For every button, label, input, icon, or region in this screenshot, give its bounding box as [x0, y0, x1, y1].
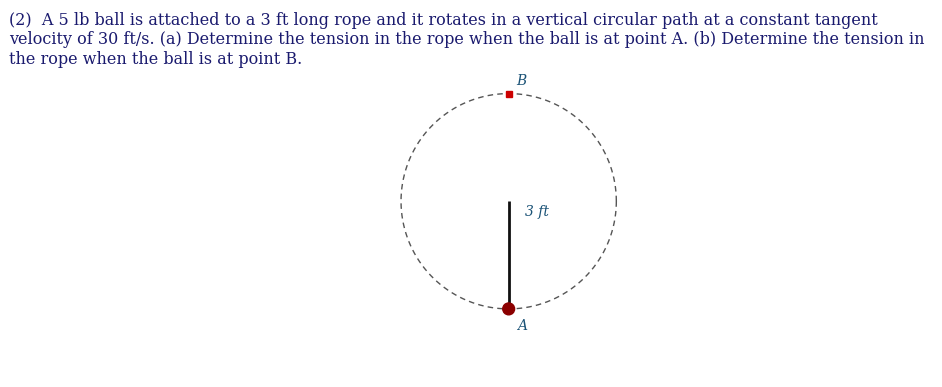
Text: 3 ft: 3 ft: [525, 205, 549, 219]
Text: A: A: [516, 319, 527, 333]
Text: (2)  A 5 lb ball is attached to a 3 ft long rope and it rotates in a vertical ci: (2) A 5 lb ball is attached to a 3 ft lo…: [9, 12, 925, 68]
Circle shape: [503, 303, 514, 315]
Text: B: B: [516, 74, 527, 88]
